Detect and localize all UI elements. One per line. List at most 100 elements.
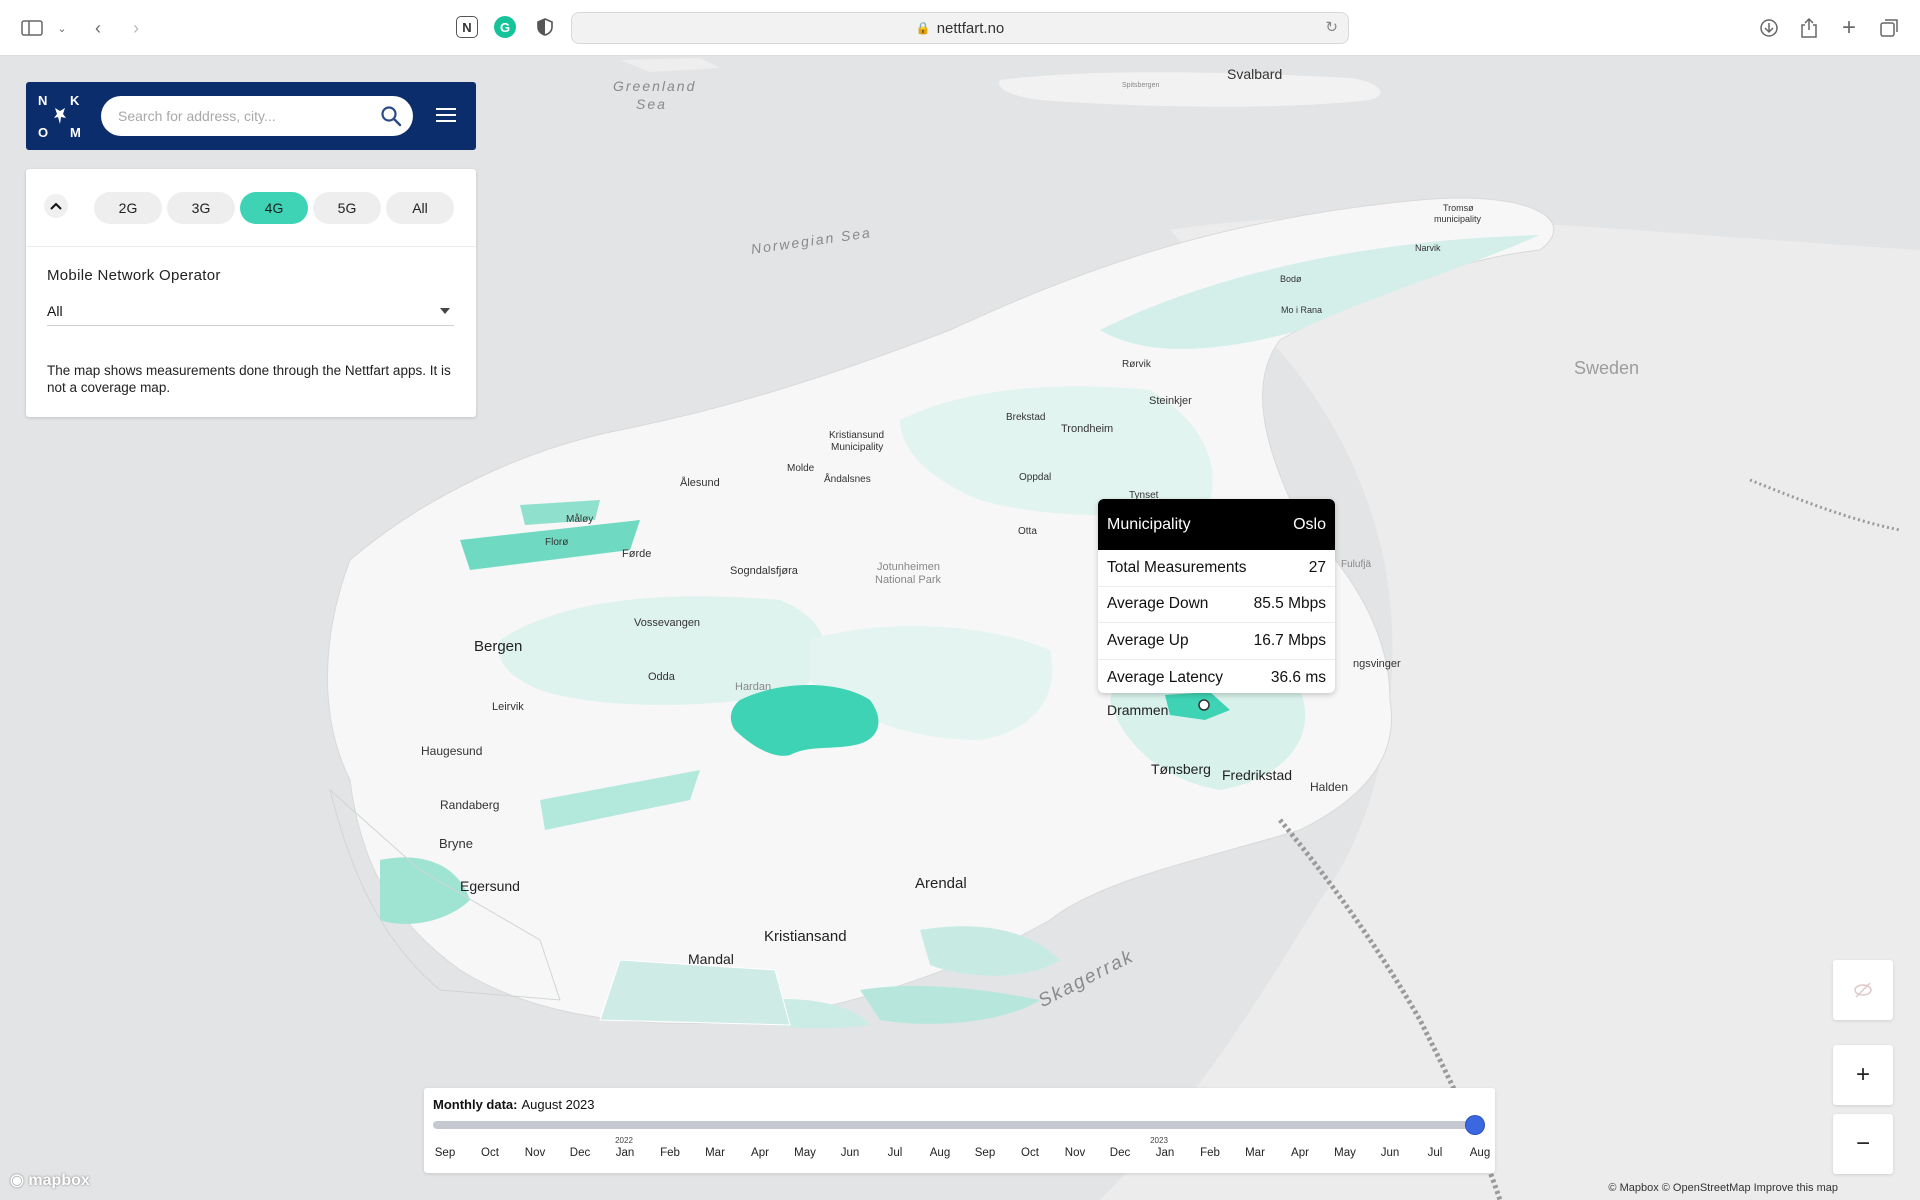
- timeline-month-label[interactable]: Jun: [840, 1147, 860, 1159]
- tooltip-row-label: Total Measurements: [1107, 558, 1247, 576]
- timeline-month-label[interactable]: Mar: [1245, 1147, 1265, 1159]
- eye-off-icon: [1854, 982, 1872, 998]
- timeline-month-label[interactable]: Aug: [929, 1147, 951, 1159]
- timeline-month-label[interactable]: Feb: [1200, 1147, 1220, 1159]
- download-icon[interactable]: [1755, 14, 1783, 42]
- timeline-month-label[interactable]: Apr: [1291, 1147, 1309, 1159]
- timeline-month-label[interactable]: Sep: [434, 1147, 456, 1159]
- reload-icon[interactable]: ↻: [1325, 19, 1338, 36]
- label-tromso-1: Tromsø: [1443, 203, 1474, 213]
- timeline-month-label[interactable]: Jan: [1155, 1147, 1175, 1159]
- tooltip-row-value: 36.6 ms: [1270, 668, 1326, 686]
- label-svalbard: Svalbard: [1227, 66, 1283, 82]
- label-narvik: Narvik: [1415, 243, 1441, 253]
- grammarly-extension-icon[interactable]: G: [494, 16, 516, 38]
- timeline-month-label[interactable]: Dec: [569, 1147, 591, 1159]
- share-icon[interactable]: [1795, 14, 1823, 42]
- tooltip-row: Average Up 16.7 Mbps: [1098, 623, 1335, 660]
- timeline-month-label[interactable]: Jul: [887, 1147, 903, 1159]
- zoom-in-button[interactable]: +: [1833, 1045, 1893, 1105]
- address-bar[interactable]: 🔒 nettfart.no ↻: [571, 12, 1349, 44]
- label-hardanger: Hardan: [735, 681, 772, 693]
- timeline-month-label[interactable]: Jun: [1380, 1147, 1400, 1159]
- tech-2g-button[interactable]: 2G: [94, 192, 162, 224]
- chevron-down-icon[interactable]: ⌄: [57, 22, 67, 35]
- timeline-month-label[interactable]: Nov: [524, 1147, 546, 1159]
- timeline-month-label[interactable]: Mar: [705, 1147, 725, 1159]
- hamburger-menu-icon[interactable]: [431, 104, 461, 128]
- municipality-tooltip: Municipality Oslo Total Measurements 27 …: [1098, 499, 1335, 693]
- lion-emblem-icon: [54, 108, 66, 124]
- collapse-panel-button[interactable]: [44, 194, 68, 218]
- mapbox-logo-text: mapbox: [28, 1172, 90, 1189]
- map-disclaimer: The map shows measurements done through …: [47, 363, 451, 395]
- label-rorvik: Rørvik: [1122, 359, 1151, 370]
- mapbox-logo[interactable]: ◉ mapbox: [10, 1170, 90, 1190]
- timeline-track[interactable]: [433, 1121, 1485, 1129]
- timeline-month-label[interactable]: May: [1334, 1147, 1356, 1159]
- label-drammen: Drammen: [1107, 702, 1169, 718]
- zoom-out-button[interactable]: −: [1833, 1114, 1893, 1174]
- tooltip-header: Municipality Oslo: [1098, 499, 1335, 550]
- nkom-logo[interactable]: N K O M: [38, 93, 81, 140]
- label-egersund: Egersund: [460, 878, 520, 894]
- timeline-month-label[interactable]: Oct: [1021, 1147, 1039, 1159]
- timeline-month-label[interactable]: Oct: [481, 1147, 499, 1159]
- label-randaberg: Randaberg: [440, 798, 500, 812]
- lock-icon: 🔒: [915, 21, 931, 35]
- tooltip-row-value: 27: [1308, 558, 1326, 576]
- label-forde: Førde: [622, 548, 652, 560]
- timeline-month-label[interactable]: Sep: [974, 1147, 996, 1159]
- label-bryne: Bryne: [439, 836, 473, 851]
- timeline-title-label: Monthly data:: [433, 1097, 518, 1112]
- pitch-toggle-button[interactable]: [1833, 960, 1893, 1020]
- label-halden: Halden: [1310, 780, 1349, 794]
- timeline-month-label[interactable]: Aug: [1469, 1147, 1491, 1159]
- year-label-2022: 2022: [615, 1136, 633, 1145]
- tech-5g-button[interactable]: 5G: [313, 192, 381, 224]
- tech-3g-button[interactable]: 3G: [167, 192, 235, 224]
- timeline-month-label[interactable]: Apr: [751, 1147, 769, 1159]
- shield-extension-icon[interactable]: [534, 16, 556, 38]
- label-kristiansund-2: Municipality: [831, 442, 884, 453]
- label-molde: Molde: [787, 463, 815, 474]
- label-vossevangen: Vossevangen: [634, 617, 701, 629]
- tech-all-button[interactable]: All: [386, 192, 454, 224]
- sidebar-toggle-icon[interactable]: [18, 14, 46, 42]
- tech-4g-button[interactable]: 4G: [240, 192, 308, 224]
- tab-overview-icon[interactable]: [1875, 14, 1903, 42]
- map-attribution[interactable]: © Mapbox © OpenStreetMap Improve this ma…: [1608, 1182, 1838, 1194]
- label-greenland-sea-1: Greenland: [613, 78, 697, 94]
- label-fredrikstad: Fredrikstad: [1222, 767, 1293, 783]
- label-spitsbergen: Spitsbergen: [1122, 82, 1160, 89]
- tooltip-row: Average Latency 36.6 ms: [1098, 660, 1335, 694]
- timeline-month-label[interactable]: Dec: [1109, 1147, 1131, 1159]
- timeline-month-label[interactable]: Jan: [615, 1147, 635, 1159]
- tooltip-row-label: Average Down: [1107, 595, 1209, 613]
- search-input[interactable]: [118, 108, 368, 124]
- timeline-month-label[interactable]: May: [794, 1147, 816, 1159]
- forward-icon[interactable]: ›: [133, 17, 139, 38]
- label-maloy: Måløy: [566, 514, 594, 525]
- timeline-month-label[interactable]: Nov: [1064, 1147, 1086, 1159]
- search-icon[interactable]: [379, 104, 403, 128]
- monthly-timeline: Monthly data: August 2023 2022 2023 Sep Oc…: [424, 1088, 1495, 1173]
- back-icon[interactable]: ‹: [95, 17, 101, 38]
- label-mo-i-rana: Mo i Rana: [1281, 305, 1323, 315]
- timeline-month-label[interactable]: Feb: [660, 1147, 680, 1159]
- notion-extension-icon[interactable]: N: [456, 16, 478, 38]
- map-canvas[interactable]: Greenland Sea Svalbard Spitsbergen Norwe…: [0, 56, 1920, 1200]
- tooltip-header-label: Municipality: [1107, 515, 1191, 533]
- new-tab-icon[interactable]: +: [1841, 14, 1856, 41]
- label-jotunheimen-1: Jotunheimen: [877, 561, 940, 573]
- timeline-slider-handle[interactable]: [1466, 1116, 1484, 1134]
- tooltip-row-value: 16.7 Mbps: [1253, 631, 1326, 649]
- timeline-title-value: August 2023: [521, 1097, 595, 1112]
- timeline-month-label[interactable]: Jul: [1427, 1147, 1443, 1159]
- search-box: [101, 96, 413, 136]
- label-odda: Odda: [648, 671, 675, 683]
- chevron-up-icon: [50, 202, 62, 210]
- label-steinkjer: Steinkjer: [1149, 395, 1192, 407]
- operator-select[interactable]: All: [47, 296, 454, 326]
- label-otta: Otta: [1018, 526, 1037, 537]
